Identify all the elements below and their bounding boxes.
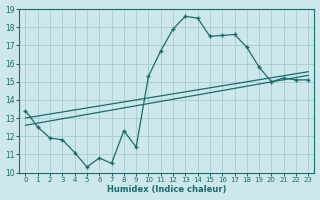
X-axis label: Humidex (Indice chaleur): Humidex (Indice chaleur) [107,185,227,194]
